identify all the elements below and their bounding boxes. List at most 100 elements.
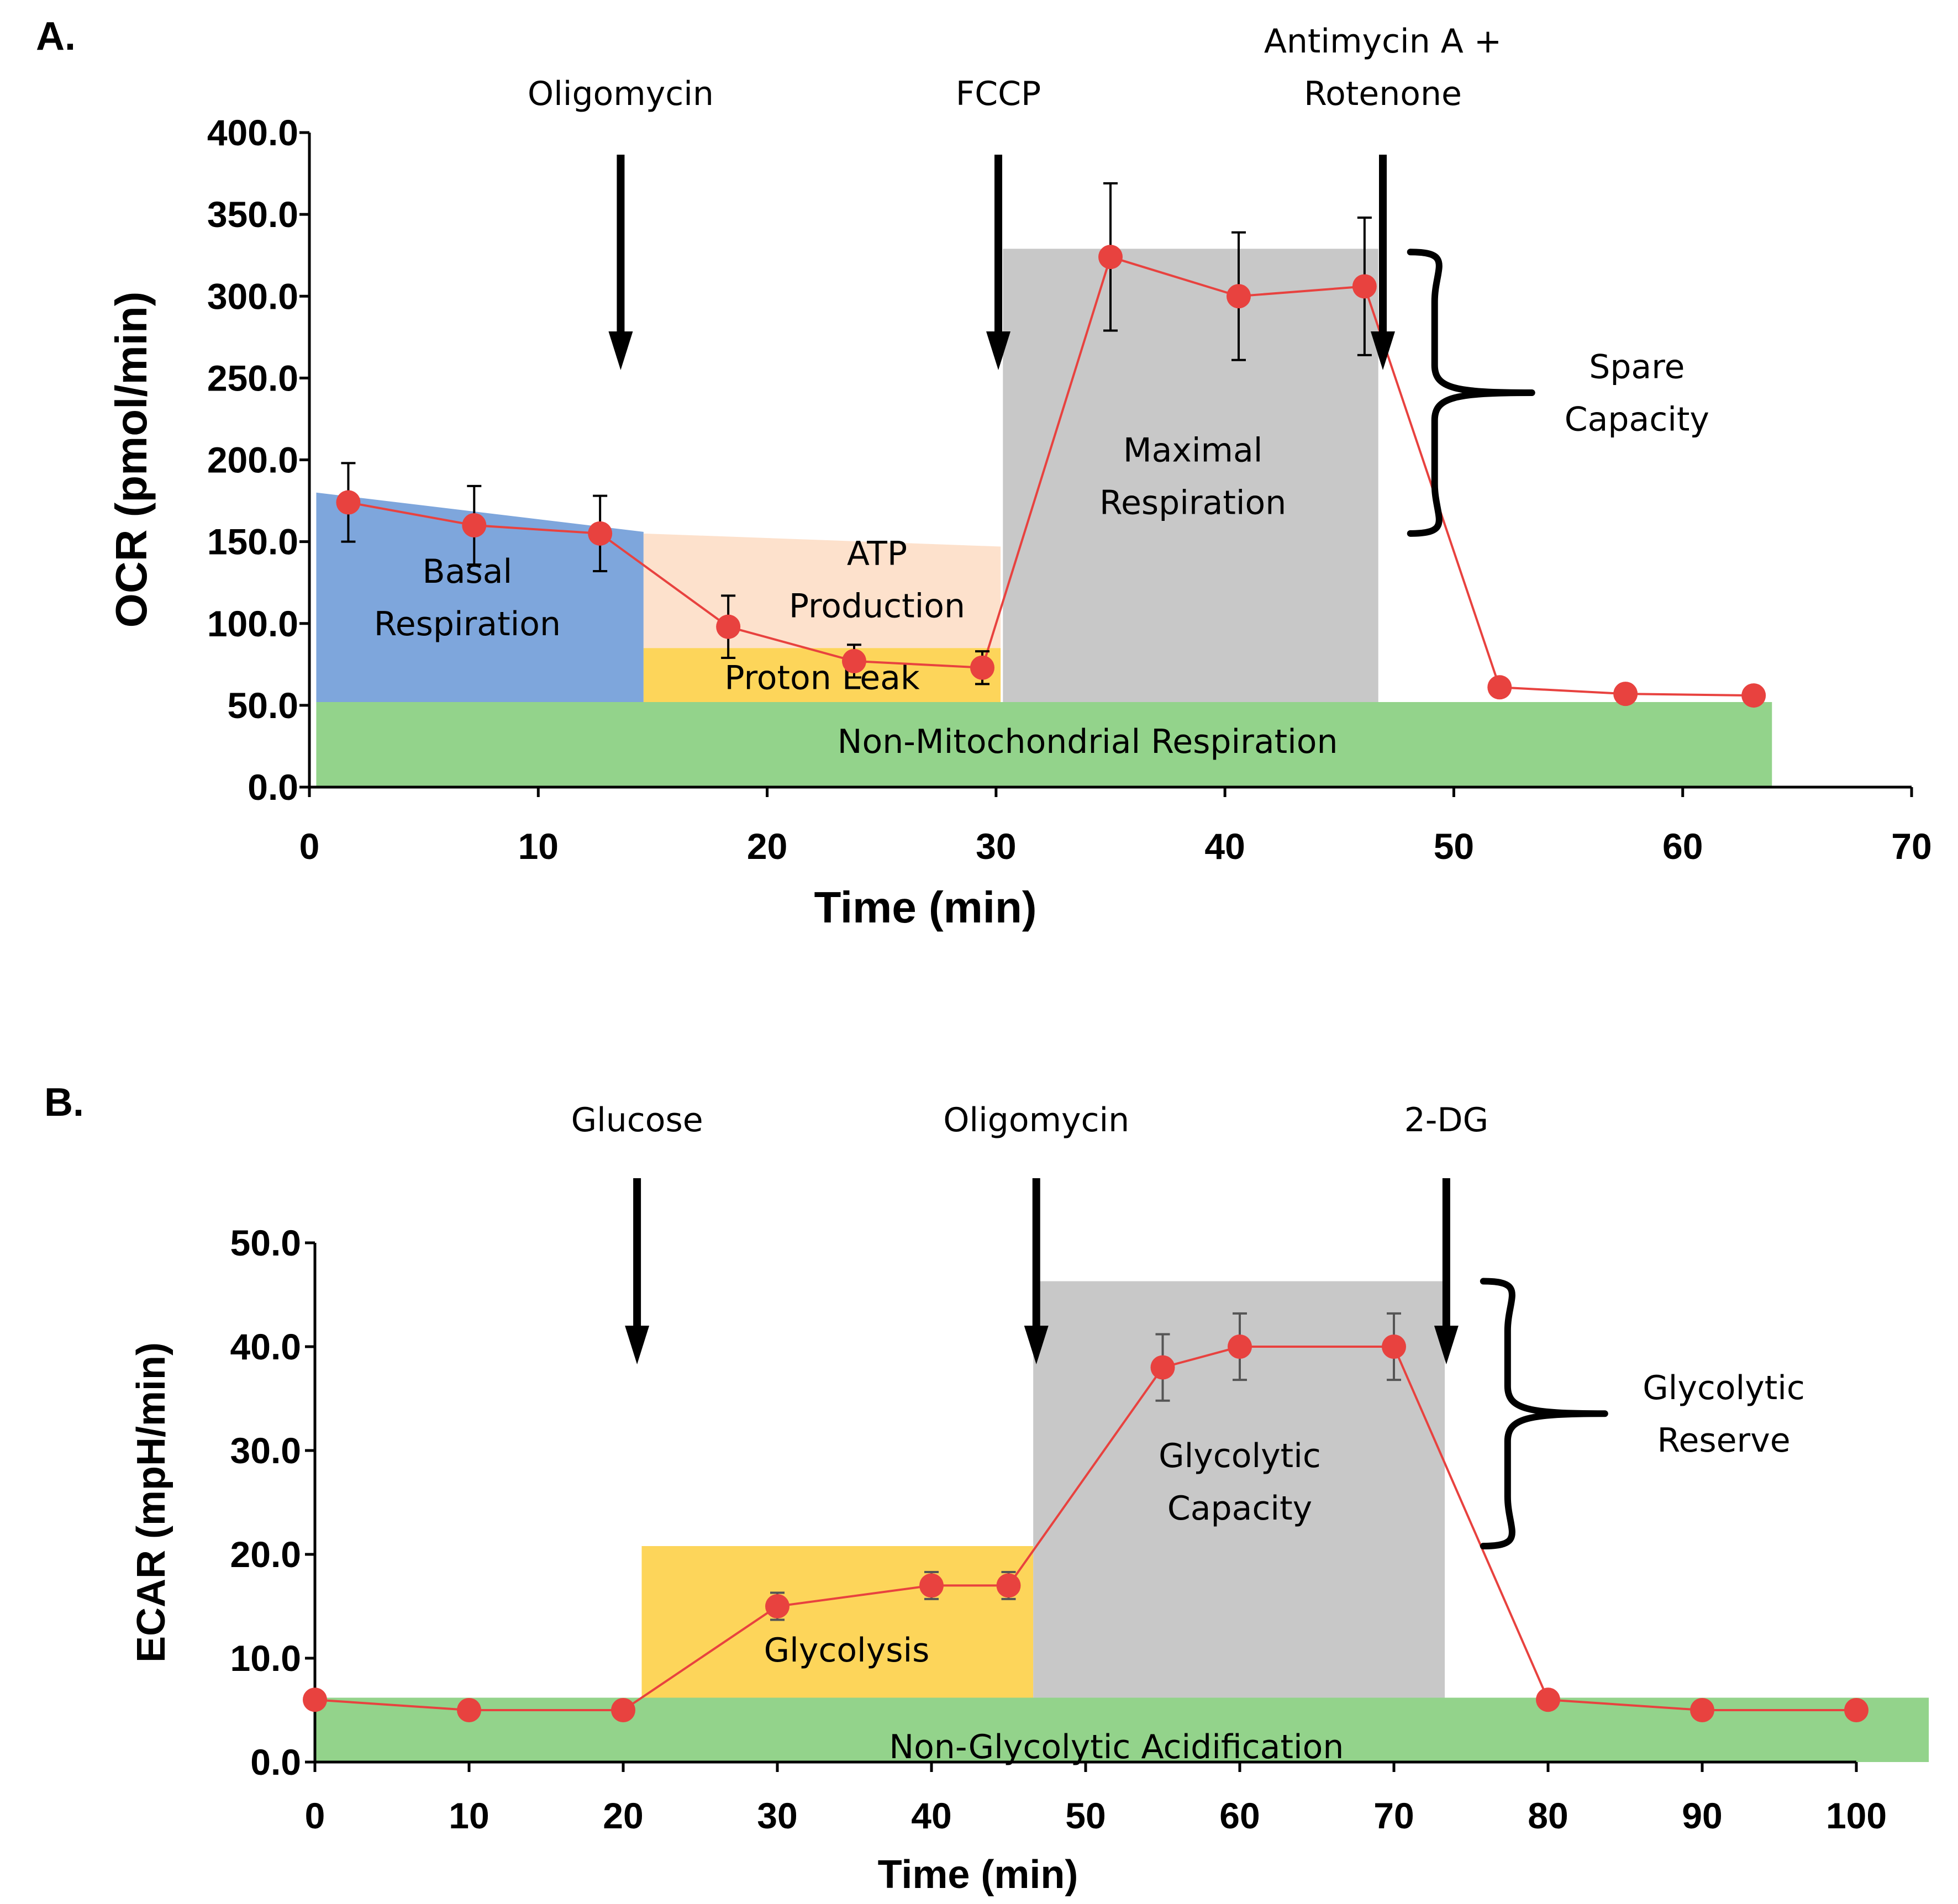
data-point <box>970 655 994 680</box>
x-tick-label: 50 <box>1434 826 1474 867</box>
shaded-regions <box>316 249 1772 787</box>
region-labels: Non-Mitochondrial Respiration Basal Respir… <box>374 431 1338 761</box>
arrow-head-icon <box>1024 1326 1049 1364</box>
x-axis-title: Time (min) <box>814 883 1036 932</box>
x-tick-label: 90 <box>1682 1795 1722 1836</box>
data-point <box>1613 682 1638 706</box>
series-ocr <box>336 182 1766 708</box>
region-label-non-mitochondrial: Non-Mitochondrial Respiration <box>838 722 1338 761</box>
y-tick-label: 0.0 <box>250 1742 301 1782</box>
data-point <box>842 648 866 673</box>
injection-label: Oligomycin <box>528 75 714 113</box>
injection-markers: Glucose Oligomycin 2-DG <box>571 1101 1489 1364</box>
y-tick-label: 400.0 <box>207 112 298 153</box>
region-label-atp: ATP <box>847 534 907 573</box>
region-label-non-glycolytic: Non-Glycolytic Acidification <box>889 1728 1344 1766</box>
region-non-mitochondrial <box>316 702 1772 787</box>
arrow-down-icon <box>617 155 625 331</box>
shaded-regions <box>315 1281 1929 1762</box>
series-ecar <box>303 1312 1868 1722</box>
x-tick-label: 0 <box>299 826 320 867</box>
region-label-maximal: Respiration <box>1099 484 1286 523</box>
region-label-basal: Basal <box>423 552 513 591</box>
region-label-atp: Production <box>789 587 965 625</box>
chart-panel-b: B. 0.0 10.0 20.0 30.0 40.0 50.0 0 10 20 30 40 50 60 70… <box>44 1080 1929 1897</box>
x-tick-label: 70 <box>1373 1795 1414 1836</box>
arrow-down-icon <box>994 155 1002 331</box>
arrow-down-icon <box>633 1178 641 1326</box>
data-point <box>611 1698 635 1722</box>
x-tick-label: 40 <box>1204 826 1245 867</box>
region-basal <box>316 492 644 702</box>
data-point <box>1690 1698 1714 1722</box>
arrow-down-icon <box>1442 1178 1450 1326</box>
bracket-label: Reserve <box>1657 1421 1790 1460</box>
curly-bracket: Glycolytic Reserve <box>1480 1278 1805 1549</box>
y-tick-label: 100.0 <box>207 603 298 644</box>
region-glycolysis <box>641 1546 1034 1698</box>
data-point <box>1382 1335 1406 1359</box>
x-tick-label: 0 <box>305 1795 325 1836</box>
data-point <box>919 1573 944 1598</box>
data-point <box>716 614 741 639</box>
y-tick-label: 350.0 <box>207 194 298 235</box>
y-tick-label: 150.0 <box>207 521 298 562</box>
region-label-glycolytic-capacity: Capacity <box>1167 1489 1312 1528</box>
injection-label: Oligomycin <box>943 1101 1129 1140</box>
injection-label: Antimycin A + <box>1264 22 1502 61</box>
y-tick-label: 0.0 <box>248 767 298 808</box>
arrow-down-icon <box>1379 155 1387 331</box>
data-point <box>765 1594 789 1618</box>
x-tick-label: 20 <box>747 826 787 867</box>
y-tick-label: 250.0 <box>207 357 298 398</box>
data-point <box>1741 683 1766 708</box>
injection-markers: Oligomycin FCCP Antimycin A + Rotenone <box>528 22 1502 370</box>
y-axis-title: OCR (pmol/min) <box>107 292 156 628</box>
arrow-head-icon <box>1434 1326 1459 1364</box>
region-label-maximal: Maximal <box>1123 431 1263 470</box>
data-point <box>462 513 487 537</box>
region-label-glycolytic-capacity: Glycolytic <box>1159 1437 1321 1475</box>
region-label-basal: Respiration <box>374 605 561 644</box>
data-point <box>1487 675 1512 700</box>
x-tick-label: 40 <box>911 1795 951 1836</box>
x-tick-label: 60 <box>1219 1795 1260 1836</box>
x-tick-label: 10 <box>518 826 559 867</box>
bracket-icon <box>1407 249 1535 537</box>
x-tick-label: 80 <box>1528 1795 1568 1836</box>
data-point <box>1150 1355 1175 1380</box>
curly-bracket: Spare Capacity <box>1407 249 1709 537</box>
region-proton-leak <box>643 648 1001 702</box>
data-point <box>457 1698 481 1722</box>
arrow-head-icon <box>608 331 633 370</box>
y-tick-label: 300.0 <box>207 276 298 317</box>
bracket-label: Spare <box>1589 348 1685 387</box>
arrow-head-icon <box>625 1326 650 1364</box>
y-axis-title: ECAR (mpH/min) <box>129 1342 173 1663</box>
arrow-head-icon <box>986 331 1010 370</box>
data-point <box>996 1573 1021 1598</box>
bracket-label: Glycolytic <box>1643 1369 1805 1407</box>
injection-label: FCCP <box>956 75 1041 113</box>
arrow-down-icon <box>1032 1178 1040 1326</box>
x-tick-label: 60 <box>1662 826 1703 867</box>
data-point <box>1352 274 1377 299</box>
region-maximal <box>1003 249 1378 702</box>
chart-panel-a: A. 0.0 50.0 100.0 150.0 200.0 250.0 300.0 350.0 4… <box>36 14 1932 932</box>
x-tick-label: 70 <box>1891 826 1931 867</box>
data-point <box>1844 1698 1868 1722</box>
bracket-label: Capacity <box>1565 400 1709 439</box>
data-point <box>1227 284 1251 309</box>
y-tick-label: 50.0 <box>230 1222 301 1263</box>
y-tick-label: 50.0 <box>228 685 298 726</box>
x-tick-label: 100 <box>1826 1795 1887 1836</box>
series-line <box>348 255 1754 697</box>
region-glycolytic-capacity <box>1033 1281 1445 1698</box>
region-non-glycolytic <box>315 1697 1929 1762</box>
y-tick-label: 200.0 <box>207 440 298 481</box>
injection-label: 2-DG <box>1404 1101 1489 1140</box>
data-point <box>336 490 361 515</box>
data-point <box>1536 1687 1560 1712</box>
panel-label: A. <box>36 14 76 59</box>
